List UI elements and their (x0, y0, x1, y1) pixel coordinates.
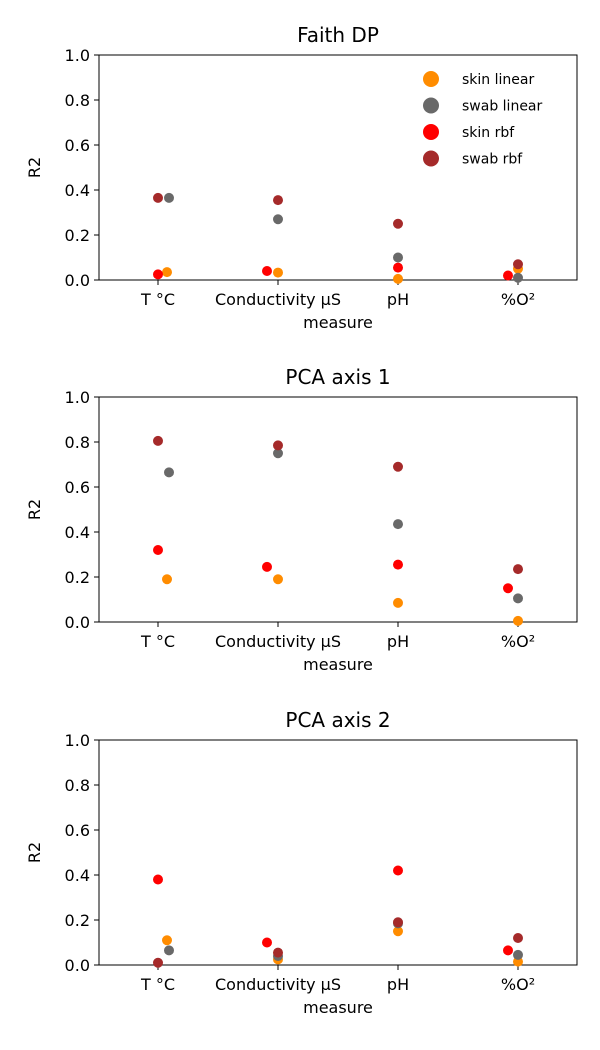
y-tick-label: 0.4 (65, 181, 90, 200)
data-point-swab-linear (393, 519, 403, 530)
legend: skin linear swab linear skin rbf swab rbf (423, 71, 543, 168)
data-point-skin-linear (393, 926, 403, 937)
data-point-swab-linear (164, 192, 174, 203)
x-tick-label: Conductivity µS (215, 290, 341, 309)
data-point-swab-rbf (393, 461, 403, 472)
data-point-swab-linear (164, 945, 174, 956)
legend-marker (423, 71, 439, 87)
y-tick-label: 0.6 (65, 478, 90, 497)
legend-label: swab rbf (462, 152, 523, 168)
data-point-skin-linear (393, 273, 403, 284)
chart-title: PCA axis 2 (285, 708, 390, 732)
y-tick-label: 0.6 (65, 821, 90, 840)
x-tick-label: %O² (501, 290, 535, 309)
chart-title: Faith DP (297, 23, 379, 47)
data-point-swab-rbf (513, 933, 523, 943)
x-tick-label: T °C (140, 975, 175, 994)
x-tick-label: Conductivity µS (215, 632, 341, 651)
data-point-swab-rbf (513, 564, 523, 575)
data-point-swab-linear (513, 272, 523, 283)
data-point-skin-rbf (153, 545, 163, 555)
y-axis-label: R2 (25, 157, 44, 178)
legend-label: skin rbf (462, 125, 515, 141)
y-tick-label: 0.2 (65, 911, 90, 930)
data-point-skin-rbf (503, 945, 513, 956)
y-tick-label: 0.6 (65, 136, 90, 155)
data-point-skin-linear (273, 267, 283, 278)
y-tick-label: 0.4 (65, 523, 90, 542)
data-point-skin-rbf (393, 262, 403, 273)
data-point-skin-rbf (393, 559, 403, 570)
legend-marker (423, 97, 439, 114)
y-tick-label: 0.0 (65, 956, 90, 975)
data-point-skin-rbf (262, 266, 272, 276)
x-tick-label: %O² (501, 975, 535, 994)
axes-frame (98, 739, 578, 966)
data-point-skin-rbf (393, 865, 403, 876)
y-tick-label: 0.0 (65, 613, 90, 632)
y-axis-label: R2 (25, 842, 44, 863)
x-tick-label: %O² (501, 632, 535, 651)
legend-label: skin linear (462, 72, 534, 88)
x-axis-label: measure (303, 313, 373, 332)
y-tick-label: 0.8 (65, 91, 90, 110)
data-point-swab-rbf (153, 435, 163, 446)
data-point-skin-linear (513, 615, 523, 626)
x-tick-label: T °C (140, 290, 175, 309)
y-tick-label: 0.0 (65, 271, 90, 290)
data-point-skin-rbf (503, 583, 513, 594)
y-tick-label: 0.2 (65, 226, 90, 245)
data-point-skin-rbf (503, 270, 513, 281)
data-point-skin-rbf (153, 269, 163, 280)
x-axis-label: measure (303, 998, 373, 1017)
data-point-skin-linear (162, 267, 172, 278)
data-point-swab-linear (164, 467, 174, 478)
y-axis-label: R2 (25, 499, 44, 520)
x-tick-label: pH (387, 975, 409, 994)
x-tick-label: pH (387, 632, 409, 651)
y-tick-label: 0.4 (65, 866, 90, 885)
x-tick-label: pH (387, 290, 409, 309)
y-tick-label: 0.8 (65, 433, 90, 452)
y-tick-label: 0.8 (65, 776, 90, 795)
x-tick-label: Conductivity µS (215, 975, 341, 994)
legend-label: swab linear (462, 99, 543, 115)
y-tick-label: 1.0 (65, 46, 90, 65)
data-point-swab-linear (513, 949, 523, 960)
data-point-skin-rbf (153, 874, 163, 885)
data-point-swab-rbf (513, 259, 523, 270)
data-point-swab-linear (273, 448, 283, 459)
data-point-swab-linear (393, 252, 403, 263)
chart-panel-2: PCA axis 1 0.0 0.2 0.4 0.6 0.8 1.0 T °C Conducti… (25, 365, 578, 674)
data-point-swab-rbf (153, 957, 163, 968)
data-point-swab-rbf (273, 947, 283, 958)
data-point-swab-rbf (393, 917, 403, 928)
data-point-swab-rbf (273, 440, 283, 451)
data-point-swab-rbf (273, 195, 283, 206)
axes-frame (98, 54, 578, 281)
data-point-skin-linear (162, 574, 172, 585)
chart-panel-1: Faith DP 0.0 0.2 0.4 0.6 0.8 1.0 T °C Conductivi… (25, 23, 578, 332)
y-tick-label: 1.0 (65, 731, 90, 750)
x-axis-label: measure (303, 655, 373, 674)
data-point-swab-linear (513, 593, 523, 604)
legend-marker (423, 124, 439, 140)
y-tick-label: 0.2 (65, 568, 90, 587)
data-point-swab-linear (273, 214, 283, 225)
legend-marker (423, 150, 439, 167)
axes-frame (98, 396, 578, 623)
data-point-swab-rbf (393, 218, 403, 229)
chart-title: PCA axis 1 (285, 365, 390, 389)
data-point-skin-linear (273, 574, 283, 585)
data-point-skin-linear (162, 935, 172, 946)
data-point-swab-rbf (153, 192, 163, 203)
data-point-skin-rbf (262, 937, 272, 948)
x-tick-label: T °C (140, 632, 175, 651)
chart-panel-3: PCA axis 2 0.0 0.2 0.4 0.6 0.8 1.0 T °C Conducti… (25, 708, 578, 1017)
data-point-skin-linear (393, 597, 403, 608)
y-tick-label: 1.0 (65, 388, 90, 407)
data-point-skin-rbf (262, 561, 272, 572)
